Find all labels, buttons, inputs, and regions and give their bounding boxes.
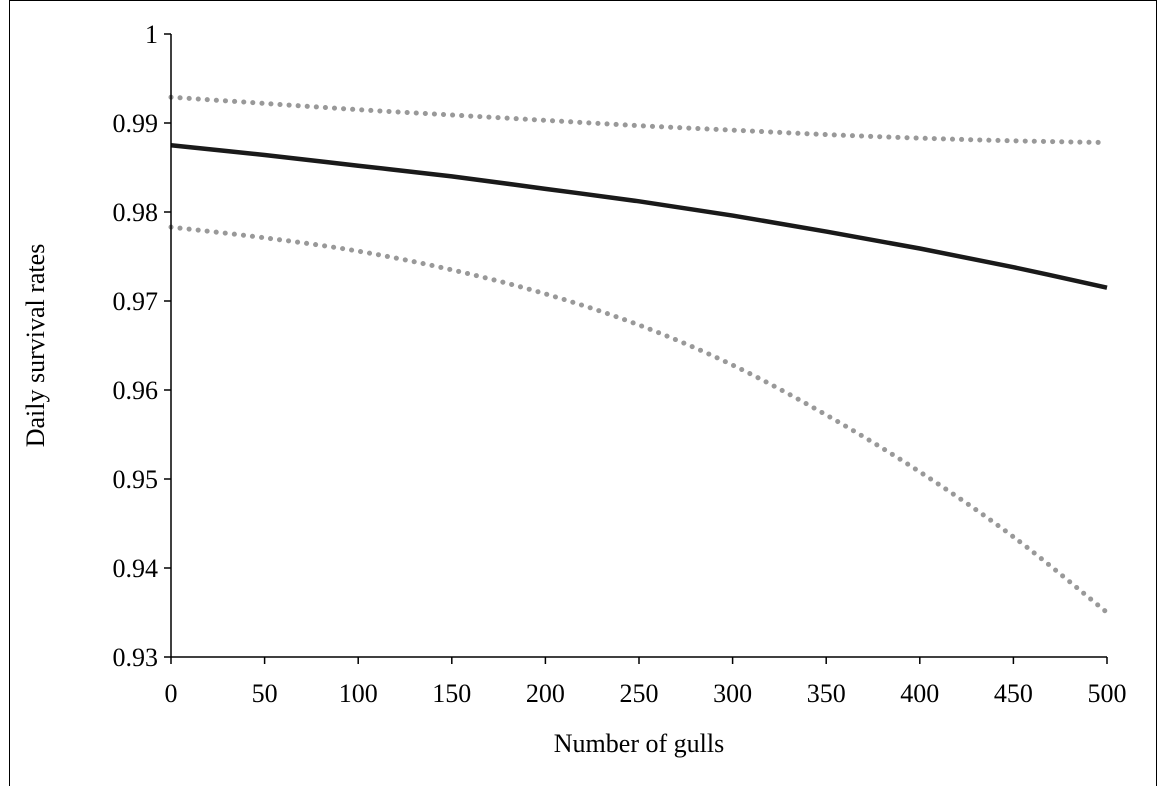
x-tick-label: 500: [1088, 679, 1127, 708]
x-tick-label: 450: [994, 679, 1033, 708]
y-tick-label: 0.94: [113, 554, 159, 583]
x-tick-label: 400: [900, 679, 939, 708]
y-tick-label: 1: [145, 20, 158, 49]
y-tick-label: 0.98: [113, 198, 159, 227]
y-tick-label: 0.99: [113, 109, 159, 138]
y-axis-ticks: 0.93 0.94 0.95 0.96 0.97 0.98 0.99 1: [113, 20, 171, 672]
x-tick-label: 0: [165, 679, 178, 708]
axes: [170, 34, 1107, 658]
y-tick-label: 0.95: [113, 465, 159, 494]
x-axis-ticks: 0 50 100 150 200 250 300 350 400 450 500: [165, 657, 1127, 708]
upper-bound-dotted-line: [168, 94, 1110, 146]
series-lines: [168, 94, 1110, 615]
y-axis-title: Daily survival rates: [21, 244, 50, 448]
figure-frame: [9, 0, 1157, 786]
lower-bound-dotted-line: [168, 224, 1110, 615]
x-tick-label: 350: [807, 679, 846, 708]
x-axis-title: Number of gulls: [554, 729, 724, 758]
y-tick-label: 0.93: [113, 643, 159, 672]
estimate-solid-line: [170, 143, 1108, 290]
x-tick-label: 150: [432, 679, 471, 708]
x-tick-label: 300: [713, 679, 752, 708]
x-tick-label: 200: [526, 679, 565, 708]
y-tick-label: 0.97: [113, 287, 159, 316]
x-tick-label: 50: [252, 679, 278, 708]
x-tick-label: 250: [620, 679, 659, 708]
x-tick-label: 100: [339, 679, 378, 708]
y-tick-label: 0.96: [113, 376, 159, 405]
